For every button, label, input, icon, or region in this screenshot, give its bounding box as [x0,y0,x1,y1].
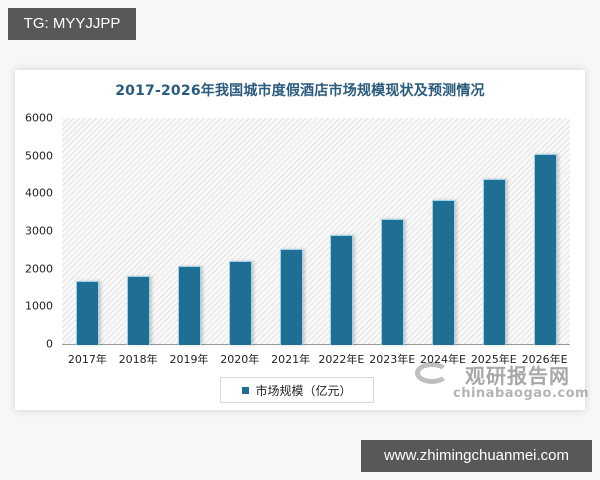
bar-2018年 [127,276,151,345]
y-tick-label: 3000 [25,224,53,238]
chart-legend: 市场规模（亿元） [220,377,374,403]
watermark-chinabaogao: 观研报告网 chinabaogao.com [415,360,589,406]
watermark-tag-top: TG: MYYJJPP [8,8,136,40]
y-tick-label: 0 [46,337,53,351]
watermark-en-text: chinabaogao.com [453,386,590,401]
y-tick-label: 2000 [25,262,53,276]
y-tick-label: 4000 [25,186,53,200]
bar-2017年 [76,281,100,345]
x-tick-label: 2019年 [169,353,209,366]
x-tick-label: 2025年E [470,353,517,366]
bar-2024年E [432,200,455,345]
bar-2023年E [381,218,405,345]
bar-2022年E [330,235,354,345]
chart-title: 2017-2026年我国城市度假酒店市场规模现状及预测情况 [115,83,485,99]
bar-2025年E [482,179,506,345]
chinabaogao-logo-icon [415,362,449,384]
watermark-cn-text: 观研报告网 [465,364,570,388]
bar-2019年 [178,266,201,345]
bar-2026年E [533,154,557,345]
legend-swatch-icon [242,386,250,394]
y-tick-label: 6000 [25,111,53,125]
legend-label: 市场规模（亿元） [255,383,352,398]
y-tick-label: 1000 [25,299,53,313]
bar-2021年 [279,249,303,345]
x-tick-label: 2022年E [318,353,365,366]
x-tick-label: 2023年E [369,353,416,366]
x-tick-label: 2017年 [67,353,107,366]
y-tick-label: 5000 [25,149,53,163]
x-tick-label: 2020年 [220,353,260,366]
bar-2020年 [228,261,252,345]
x-tick-label: 2024年E [420,353,466,366]
watermark-tag-bottom: www.zhimingchuanmei.com [361,440,592,472]
x-axis-line [62,344,570,345]
x-tick-label: 2021年 [271,353,311,366]
x-tick-label: 2026年E [521,353,568,366]
x-tick-label: 2018年 [118,353,158,366]
chart-card: 2017-2026年我国城市度假酒店市场规模现状及预测情况 观研报告网 chin… [15,70,589,410]
